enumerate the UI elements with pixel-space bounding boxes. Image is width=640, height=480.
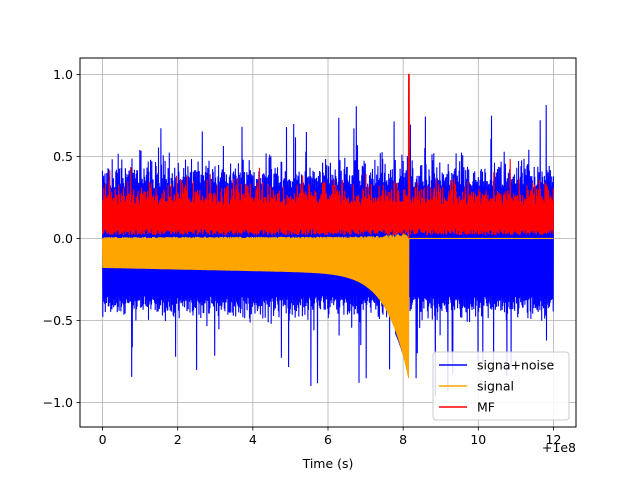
x-tick-label: 0	[99, 432, 107, 447]
series-line-signal	[101, 232, 554, 379]
y-tick-label: 0.0	[53, 231, 73, 246]
y-tick-label: −1.0	[43, 395, 73, 410]
x-tick-label: 6	[324, 432, 332, 447]
x-axis-ticks: 0 2 4 6 8 10 12	[99, 427, 562, 447]
y-tick-label: 0.5	[53, 149, 73, 164]
x-tick-label: 10	[470, 432, 486, 447]
series-line-mf	[101, 73, 555, 239]
legend-label-series-1: signal	[477, 379, 514, 394]
series-line-signa-noise	[101, 104, 555, 397]
series-layer	[101, 73, 555, 397]
y-tick-label: 1.0	[53, 67, 73, 82]
x-tick-label: 2	[174, 432, 182, 447]
x-tick-label: 8	[399, 432, 407, 447]
y-axis-ticks: −1.0 −0.5 0.0 0.5 1.0	[43, 67, 80, 410]
legend-label-series-0: signa+noise	[477, 358, 555, 373]
x-axis-offset-label: +1e8	[542, 440, 576, 455]
y-tick-label: −0.5	[43, 313, 73, 328]
legend-label-series-2: MF	[477, 400, 495, 415]
x-axis-label: Time (s)	[302, 456, 354, 471]
legend-frame	[432, 351, 570, 421]
x-tick-label: 4	[249, 432, 257, 447]
legend: signa+noise signal MF	[432, 351, 570, 421]
x-tick-label: 12	[546, 432, 562, 447]
